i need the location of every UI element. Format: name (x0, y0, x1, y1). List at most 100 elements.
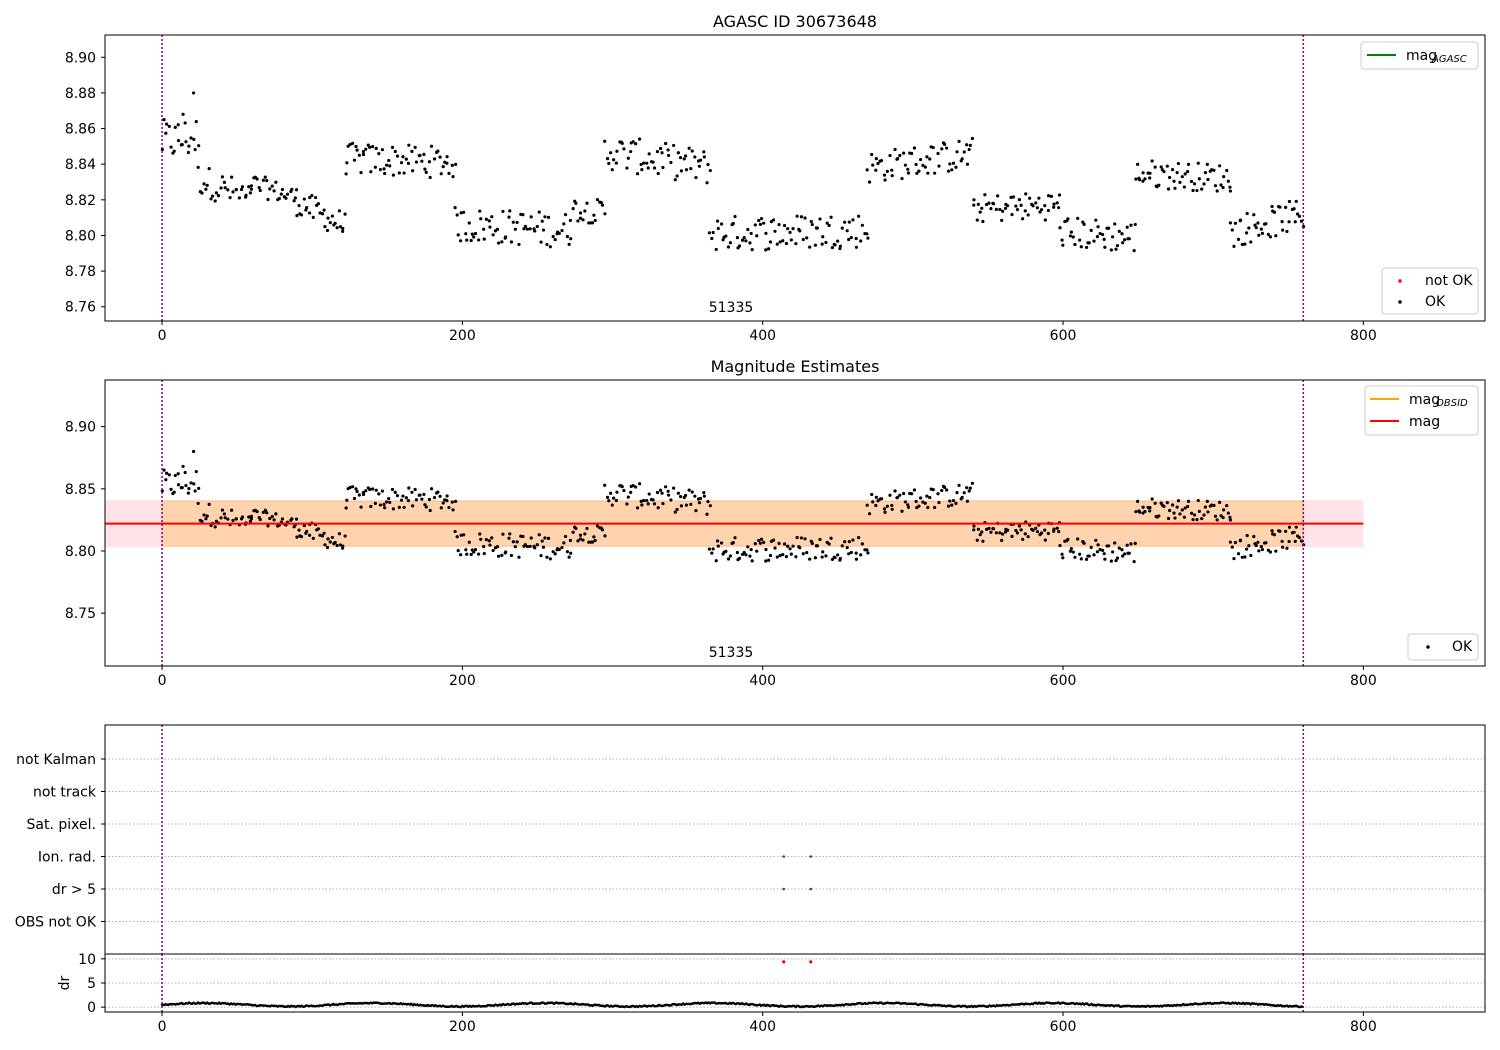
data-point (937, 500, 941, 505)
data-point (391, 173, 396, 177)
data-point (255, 177, 259, 181)
data-point (660, 491, 664, 495)
data-point (1094, 218, 1098, 222)
data-point (970, 136, 975, 141)
data-point (737, 556, 742, 560)
data-point (180, 143, 184, 147)
data-point (1129, 542, 1133, 546)
data-point (626, 495, 630, 499)
data-point (748, 241, 752, 245)
data-point (1233, 540, 1238, 545)
data-point (539, 240, 543, 244)
data-point (710, 551, 714, 555)
data-point (733, 536, 737, 540)
data-point (1249, 553, 1253, 558)
data-point (393, 490, 397, 494)
data-point (981, 539, 985, 543)
data-point (467, 221, 471, 225)
data-point (710, 236, 714, 241)
data-point (838, 244, 842, 248)
data-point (1182, 185, 1186, 189)
data-point (1212, 168, 1216, 172)
data-point (428, 508, 432, 513)
data-point (462, 210, 466, 214)
data-point (1092, 239, 1096, 243)
data-point (789, 552, 793, 556)
data-point (184, 483, 188, 488)
data-point (960, 157, 964, 161)
data-point (697, 501, 702, 505)
data-point (755, 549, 759, 553)
data-point (1015, 531, 1020, 535)
data-point (418, 153, 422, 157)
data-point (791, 544, 795, 548)
data-point (294, 188, 299, 192)
data-point (857, 214, 861, 218)
data-point (230, 508, 234, 512)
data-point (1082, 222, 1086, 226)
data-point (666, 489, 670, 493)
data-point (788, 547, 792, 551)
flag-label: not track (33, 785, 97, 801)
data-point (967, 489, 971, 493)
data-point (914, 162, 918, 167)
data-point (936, 492, 940, 496)
data-point (1195, 188, 1199, 193)
panel-estimates-legend-lower: OK (1407, 633, 1479, 661)
data-point (337, 532, 342, 536)
data-point (809, 219, 813, 224)
data-point (192, 482, 196, 486)
data-point (387, 158, 391, 163)
data-point (682, 157, 686, 161)
data-point (1084, 245, 1089, 250)
data-point (1052, 205, 1056, 209)
data-point (675, 174, 679, 178)
data-point (1113, 541, 1117, 545)
data-point (197, 486, 201, 490)
data-point (1109, 559, 1113, 563)
data-point (675, 507, 679, 512)
data-point (777, 222, 781, 227)
data-point (843, 540, 847, 544)
data-point (553, 237, 557, 242)
data-point (459, 239, 463, 243)
data-point (805, 236, 809, 240)
data-point (326, 537, 330, 541)
data-point (414, 160, 419, 164)
data-point (1178, 512, 1182, 516)
data-point (355, 148, 359, 152)
data-point (451, 508, 455, 512)
data-point (523, 224, 527, 229)
data-point (1221, 185, 1225, 190)
data-point (357, 153, 361, 157)
data-point (789, 238, 793, 242)
data-point (491, 548, 495, 553)
data-point (813, 243, 817, 247)
data-point (453, 529, 457, 534)
data-point (500, 240, 504, 244)
data-point (528, 544, 532, 548)
data-point (456, 233, 460, 237)
data-point (557, 547, 561, 552)
data-point (640, 168, 644, 172)
data-point (972, 198, 976, 202)
data-point (735, 236, 740, 240)
data-point (162, 118, 166, 122)
data-point (587, 221, 591, 225)
data-point (954, 165, 958, 169)
data-point (898, 153, 902, 158)
data-point (1096, 543, 1100, 547)
data-point (1272, 210, 1277, 214)
data-point (715, 539, 720, 543)
data-point (1037, 196, 1041, 200)
data-point (978, 210, 982, 214)
data-point (893, 147, 897, 152)
data-point (1138, 510, 1142, 514)
data-point (438, 494, 442, 498)
data-point (898, 493, 902, 497)
data-point (1171, 503, 1175, 507)
data-point (397, 171, 401, 175)
data-point (818, 537, 822, 542)
data-point (926, 505, 930, 510)
data-point (406, 161, 410, 165)
